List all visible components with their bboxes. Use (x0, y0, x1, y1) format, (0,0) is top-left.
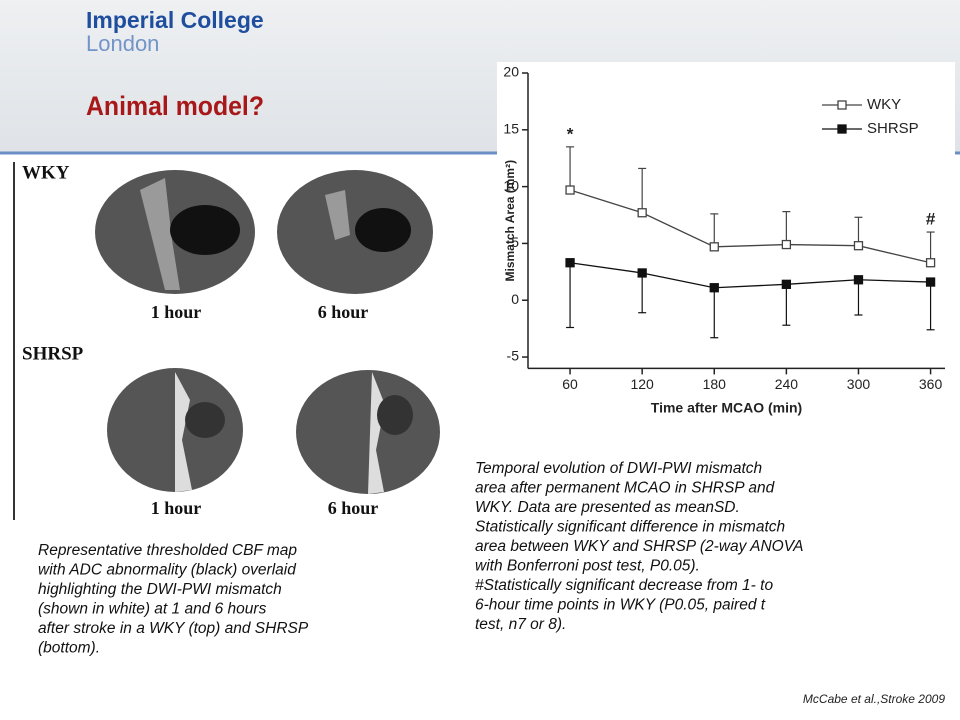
time-label: 6 hour (318, 302, 369, 322)
caption-line: (bottom). (38, 640, 100, 657)
time-label: 6 hour (328, 498, 379, 518)
marker (853, 275, 864, 285)
x-tick-label: 60 (562, 376, 578, 392)
marker (709, 242, 719, 252)
caption-line: Statistically significant difference in … (475, 519, 785, 536)
marker (781, 239, 792, 250)
y-tick-label: 10 (503, 177, 519, 193)
series-line (569, 262, 931, 289)
x-axis-label: Time after MCAO (min) (651, 400, 802, 416)
caption-line: 6-hour time points in WKY (P0.05, paired… (475, 597, 766, 614)
marker (565, 185, 575, 195)
x-tick-label: 300 (847, 376, 871, 392)
logo-subtitle: London (86, 31, 159, 56)
legend-label: SHRSP (867, 120, 919, 137)
marker (565, 258, 575, 268)
caption-line: Representative thresholded CBF map (38, 542, 297, 559)
x-tick-label: 180 (703, 376, 727, 392)
y-axis-label: Mismatch Area (mm²) (503, 160, 517, 282)
marker (925, 277, 936, 287)
caption-line: Temporal evolution of DWI-PWI mismatch (475, 460, 762, 477)
legend-marker (837, 124, 847, 134)
caption-line: test, n7 or 8). (475, 616, 566, 633)
annotation: * (567, 124, 574, 143)
chart-panel (497, 62, 955, 418)
caption-line: with Bonferroni post test, P0.05). (475, 558, 700, 575)
marker (781, 279, 792, 289)
x-tick-label: 360 (919, 376, 943, 392)
annotation: # (926, 210, 936, 229)
caption-line: after stroke in a WKY (top) and SHRSP (38, 620, 309, 637)
y-tick-label: 0 (511, 291, 519, 307)
time-label: 1 hour (151, 302, 202, 322)
row-label: SHRSP (22, 343, 84, 364)
caption-line: WKY. Data are presented as meanSD. (475, 499, 740, 516)
heading: Animal model? (86, 92, 264, 121)
x-tick-label: 240 (775, 376, 799, 392)
caption-line: area after permanent MCAO in SHRSP and (475, 480, 776, 497)
captions: Representative thresholded CBF map with A… (38, 460, 804, 657)
y-tick-label: -5 (507, 348, 520, 364)
marker (637, 208, 647, 218)
marker (637, 268, 647, 278)
marker (853, 241, 864, 251)
logo-title: Imperial College (86, 7, 264, 33)
caption-line: area between WKY and SHRSP (2-way ANOVA (475, 538, 804, 555)
time-label: 1 hour (151, 498, 202, 518)
caption-line: #Statistically significant decrease from… (475, 577, 773, 594)
y-tick-label: 5 (511, 234, 519, 250)
series-line (569, 189, 931, 264)
legend-label: WKY (867, 96, 901, 113)
caption-line: (shown in white) at 1 and 6 hours (38, 601, 267, 618)
chart: -5 0 5 10 15 20 60 120 180 240 300 360 Time after MC… (503, 64, 945, 416)
x-tick-label: 120 (630, 376, 654, 392)
row-label: WKY (22, 162, 70, 183)
y-tick-label: 15 (503, 121, 519, 137)
marker (709, 283, 719, 293)
legend-marker (837, 100, 847, 110)
brain-images (95, 170, 440, 494)
caption-line: highlighting the DWI-PWI mismatch (38, 581, 282, 598)
caption-line: with ADC abnormality (black) overlaid (38, 562, 297, 579)
marker (925, 258, 936, 268)
citation: McCabe et al.,Stroke 2009 (803, 692, 945, 706)
y-tick-label: 20 (503, 64, 519, 80)
